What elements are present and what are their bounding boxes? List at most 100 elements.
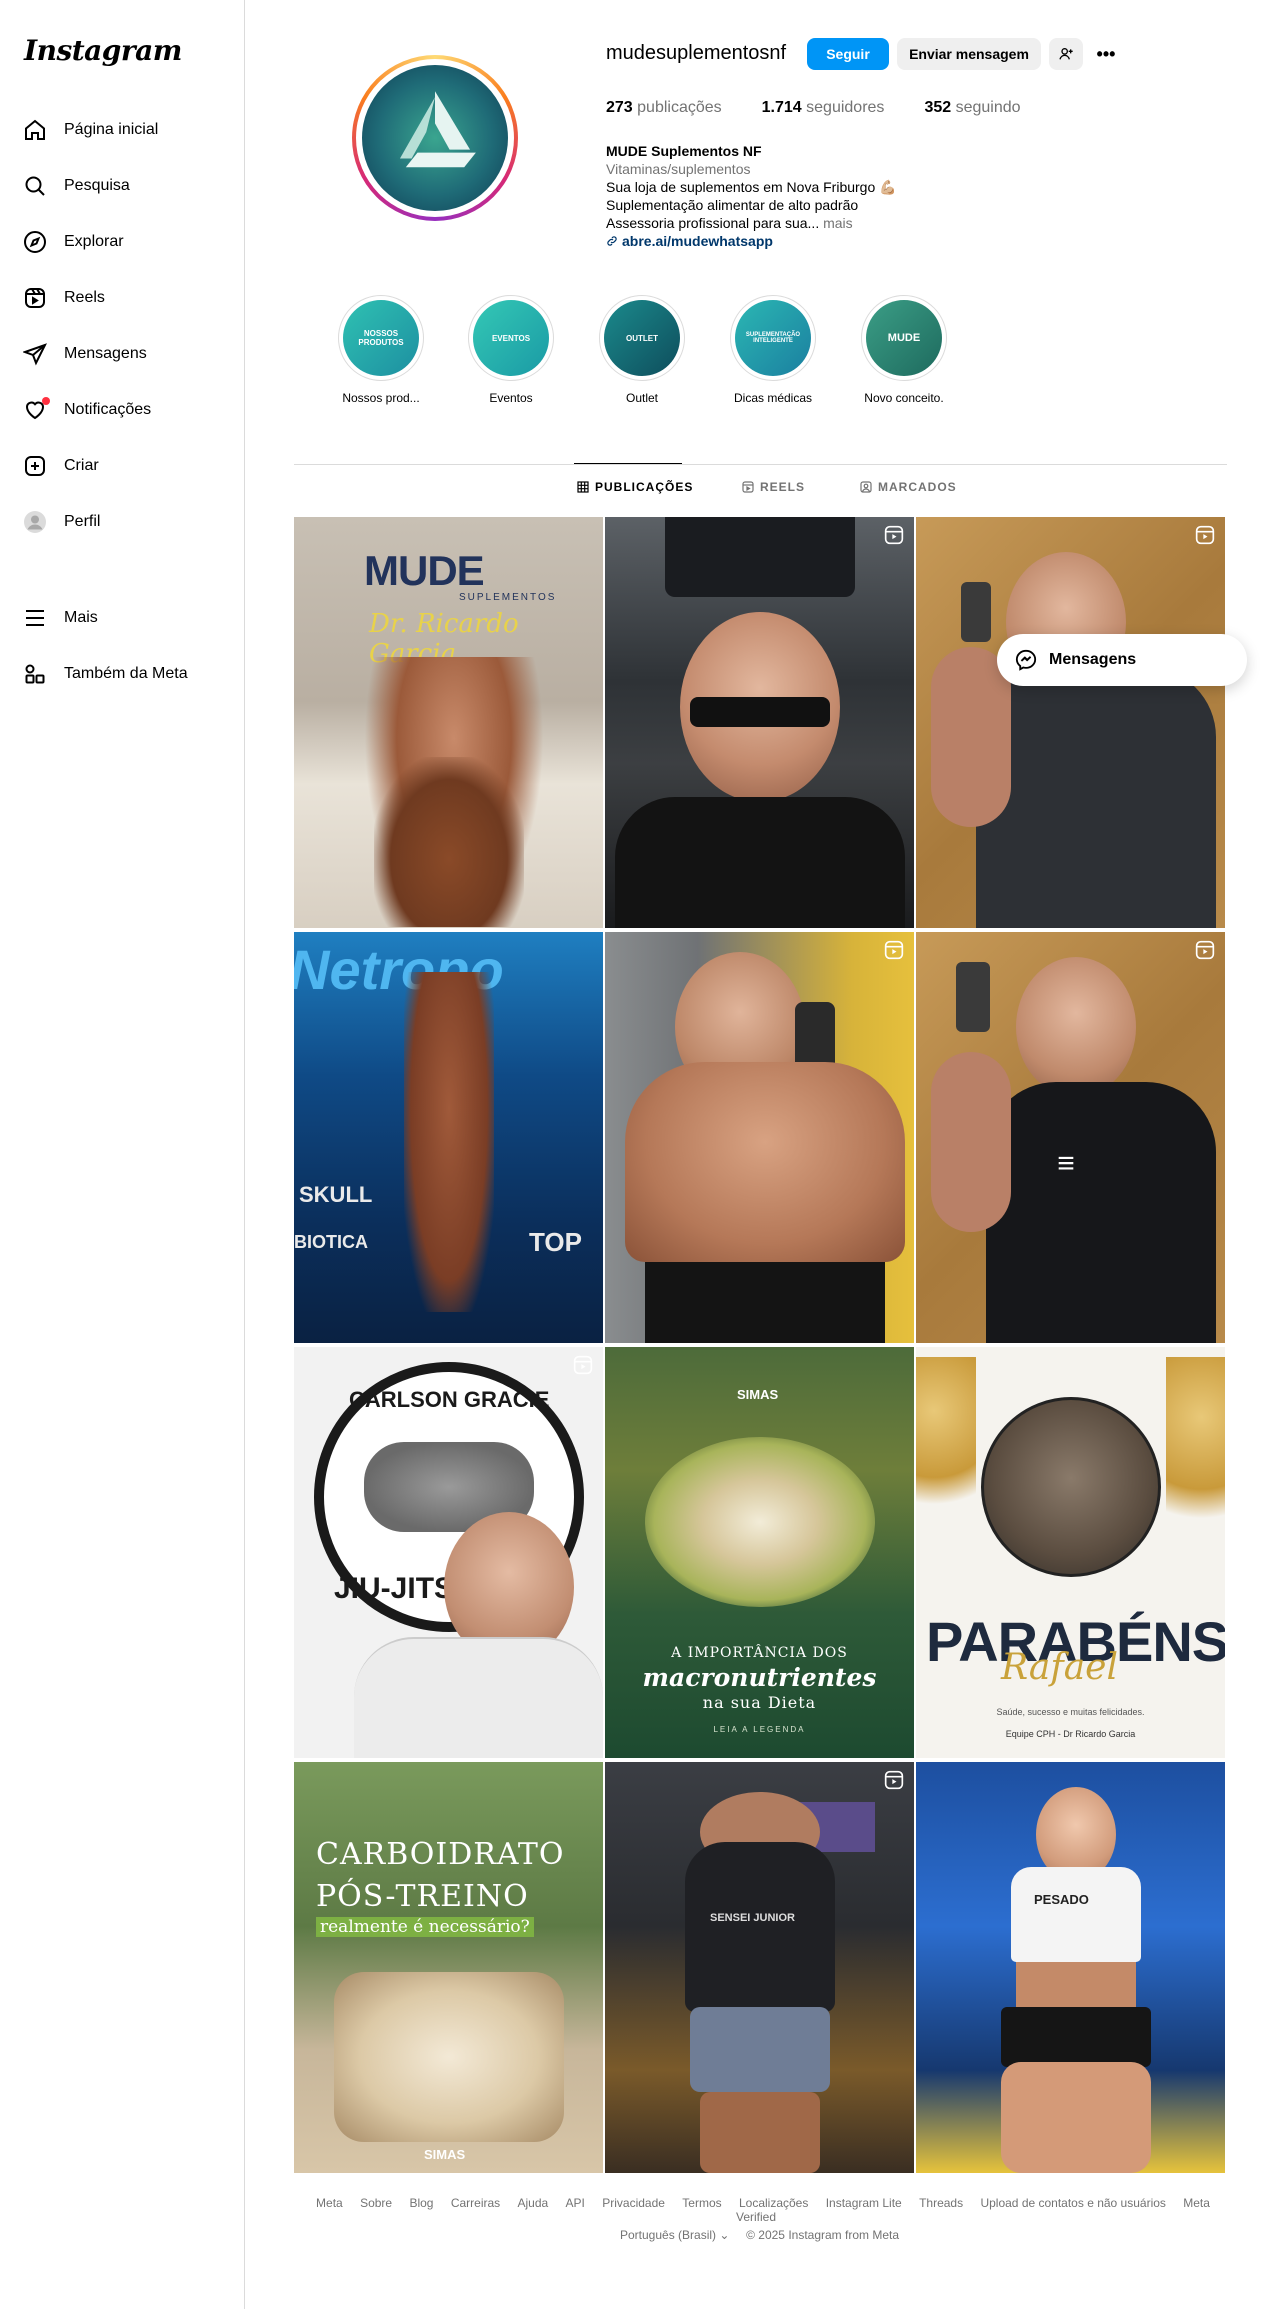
footer-link[interactable]: Sobre [360,2196,393,2210]
tab-label: MARCADOS [878,480,957,494]
footer-link[interactable]: Carreiras [450,2196,501,2210]
highlight-label: Dicas médicas [733,391,813,405]
add-user-icon [1059,48,1073,60]
highlight-cover-text: SUPLEMENTAÇÃO INTELIGENTE [735,300,811,376]
profile-stats: 273 publicações 1.714 seguidores 352 seg… [606,99,1061,117]
sidebar-item-messages[interactable]: Mensagens [22,334,232,374]
footer-link[interactable]: Instagram Lite [825,2196,902,2210]
sidebar-item-home[interactable]: Página inicial [22,110,232,150]
post-photo-gi [354,1637,603,1758]
send-icon [22,341,48,367]
footer-link[interactable]: Threads [919,2196,964,2210]
sidebar-item-label: Criar [64,457,99,474]
tab-label: PUBLICAÇÕES [595,480,694,494]
followers-count[interactable]: 1.714 seguidores [761,99,885,116]
grid-icon [577,481,589,493]
post-photo-shirt [615,797,905,928]
post-headline: na sua Dieta [702,1693,817,1712]
highlight-label: Eventos [489,391,533,405]
sidebar-item-also-from-meta[interactable]: Também da Meta [22,654,232,694]
posts-count: 273 publicações [606,99,722,116]
post-caption-hint: LEIA A LEGENDA [713,1725,806,1734]
highlight-cover-text: EVENTOS [473,300,549,376]
language-selector[interactable]: Português (Brasil) ⌄ [620,2228,729,2242]
footer-links: Meta Sobre Blog Carreiras Ajuda API Priv… [294,2196,1225,2224]
footer-link[interactable]: Termos [682,2196,722,2210]
post-tile[interactable] [605,517,914,928]
following-count[interactable]: 352 seguindo [924,99,1021,116]
post-tile[interactable]: SENSEI JUNIOR [605,1762,914,2173]
post-tile[interactable]: SIMAS A IMPORTÂNCIA DOS macronutrientes … [605,1347,914,1758]
highlight-cover: NOSSOS PRODUTOS [338,295,424,381]
highlight-eventos[interactable]: EVENTOS Eventos [456,295,566,405]
highlight-novo-conceito[interactable]: MUDE Novo conceito. [849,295,959,405]
notification-dot [42,397,50,405]
avatar-inner [356,59,514,217]
sidebar-item-search[interactable]: Pesquisa [22,166,232,206]
floating-messages-button[interactable]: Mensagens [997,634,1247,686]
post-tile[interactable]: Netropo SKULL BIOTICA TOP [294,932,603,1343]
sidebar-item-label: Mais [64,609,98,626]
post-photo-bread [334,1972,564,2142]
adidas-logo-icon: ≡ [1057,1147,1075,1180]
sidebar-item-profile[interactable]: Perfil [22,502,232,542]
post-script-text: Rafael [1001,1647,1118,1688]
sidebar-item-reels[interactable]: Reels [22,278,232,318]
footer-link[interactable]: Blog [409,2196,434,2210]
highlight-outlet[interactable]: OUTLET Outlet [587,295,697,405]
suggest-similar-button[interactable] [1049,38,1083,70]
post-tile[interactable]: PARABÉNS Rafael Saúde, sucesso e muitas … [916,1347,1225,1758]
sidebar-item-notifications[interactable]: Notificações [22,390,232,430]
bio-name: MUDE Suplementos NF [606,143,762,159]
footer-link[interactable]: API [565,2196,585,2210]
sidebar-item-more[interactable]: Mais [22,598,232,638]
post-tile[interactable] [605,932,914,1343]
sidebar-item-explore[interactable]: Explorar [22,222,232,262]
highlight-dicas-medicas[interactable]: SUPLEMENTAÇÃO INTELIGENTE Dicas médicas [718,295,828,405]
post-photo-shorts [1001,2007,1151,2067]
profile-avatar-icon [22,509,48,535]
tab-posts[interactable]: PUBLICAÇÕES [577,480,693,494]
sidebar-item-label: Pesquisa [64,177,130,194]
reel-icon [1195,940,1215,960]
profile-bio: MUDE Suplementos NF Vitaminas/suplemento… [606,142,897,250]
post-tile[interactable]: CARBOIDRATO PÓS-TREINO realmente é neces… [294,1762,603,2173]
instagram-logo[interactable]: Instagram [24,34,182,67]
post-emblem-top: CARLSON GRACIE [349,1387,550,1412]
footer-link[interactable]: Localizações [738,2196,809,2210]
post-script-text: Dr. Ricardo Garcia [369,609,519,669]
footer-link[interactable]: Privacidade [602,2196,665,2210]
post-headline: CARBOIDRATO [316,1837,565,1872]
sidebar-item-create[interactable]: Criar [22,446,232,486]
sidebar-item-label: Perfil [64,513,101,530]
tab-label: REELS [760,480,806,494]
profile-avatar[interactable] [352,55,518,221]
post-photo-phone [956,962,990,1032]
highlight-cover-text: OUTLET [604,300,680,376]
post-tile[interactable]: PESADO [916,1762,1225,2173]
post-tile[interactable]: ≡ [916,932,1225,1343]
follow-button[interactable]: Seguir [807,38,889,70]
highlight-nossos-produtos[interactable]: NOSSOS PRODUTOS Nossos prod... [326,295,436,405]
post-tile[interactable]: CARLSON GRACIE JIU-JITSU [294,1347,603,1758]
bio-external-link[interactable]: abre.ai/mudewhatsapp [606,232,897,250]
footer-link[interactable]: Upload de contatos e não usuários [980,2196,1166,2210]
bio-line: Assessoria profissional para sua... [606,215,820,231]
reel-icon [1195,525,1215,545]
post-brand-text: SIMAS [737,1387,779,1402]
bio-more-link[interactable]: mais [823,215,853,231]
tab-tagged[interactable]: MARCADOS [860,480,957,494]
send-message-button[interactable]: Enviar mensagem [897,38,1041,70]
footer-link[interactable]: Meta [316,2196,343,2210]
highlight-cover: MUDE [861,295,947,381]
post-caption-text: Saúde, sucesso e muitas felicidades. [996,1707,1145,1717]
tab-reels[interactable]: REELS [742,480,805,494]
footer-link[interactable]: Meta Verified [735,2196,1210,2224]
meta-grid-icon [22,661,48,687]
floating-messages-label: Mensagens [1049,651,1137,668]
post-tile[interactable]: MUDE SUPLEMENTOS Dr. Ricardo Garcia [294,517,603,928]
post-tile[interactable] [916,517,1225,928]
options-more-button[interactable]: ••• [1096,43,1116,64]
post-photo-legs [1001,2062,1151,2173]
footer-link[interactable]: Ajuda [517,2196,549,2210]
